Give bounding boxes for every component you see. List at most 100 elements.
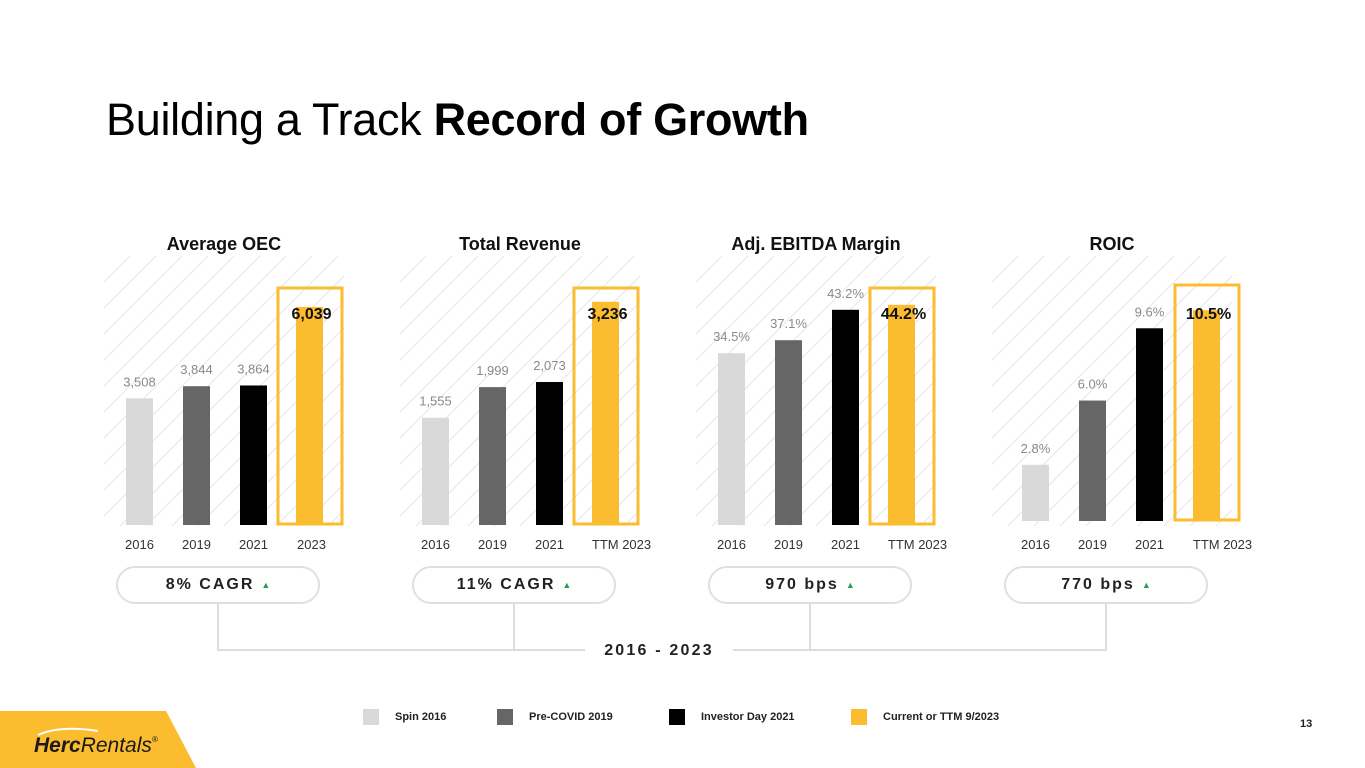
up-triangle-icon: ▲ (1141, 580, 1151, 590)
herc-rentals-logo: HercRentals® (0, 711, 196, 768)
hatch-line (815, 405, 936, 526)
hatch-line (104, 256, 287, 439)
hatch-line (104, 256, 131, 283)
tick-label: 2016 (717, 537, 746, 552)
tick-label: 2016 (421, 537, 450, 552)
bar-2021 (1136, 328, 1163, 521)
bar-ttm-2023 (592, 301, 619, 525)
tick-label: TTM 2023 (1193, 537, 1252, 552)
legend-swatch (669, 709, 685, 725)
legend-item-spin: Spin 2016 (363, 709, 446, 725)
bar-2021 (832, 309, 859, 525)
data-label: 3,508 (123, 374, 156, 389)
bar-2019 (479, 387, 506, 525)
hatch-line (1346, 256, 1365, 526)
data-label: 6,039 (291, 306, 331, 323)
data-label: 1,555 (419, 394, 452, 409)
hatch-line (1268, 256, 1365, 526)
data-label: 44.2% (881, 306, 926, 323)
growth-value: 11% CAGR (456, 576, 556, 593)
hatch-line (992, 256, 1071, 335)
hatch-line (696, 256, 749, 309)
chart-title-oec: Average OEC (167, 234, 281, 254)
up-triangle-icon: ▲ (261, 580, 271, 590)
bar-2016 (718, 353, 745, 525)
data-label: 43.2% (827, 286, 864, 301)
data-label: 37.1% (770, 316, 807, 331)
hatch-line (696, 256, 853, 413)
data-label: 3,236 (587, 306, 627, 323)
hatch-line (400, 256, 557, 413)
tick-label: 2023 (297, 537, 326, 552)
hatch-line (992, 256, 1201, 465)
hatch-line (400, 256, 453, 309)
tick-label: 2019 (1078, 537, 1107, 552)
hatch-line (992, 256, 1123, 387)
hatch-line (400, 256, 531, 387)
bar-2016 (126, 398, 153, 525)
hatch-line (1137, 431, 1232, 526)
bar-ttm-2023 (888, 304, 915, 525)
hatch-line (249, 431, 344, 526)
tick-label: 2019 (478, 537, 507, 552)
hatch-line (104, 256, 183, 335)
tick-label: 2021 (535, 537, 564, 552)
hatch-line (992, 256, 1175, 439)
hatch-line (104, 256, 235, 387)
hatch-line (1085, 379, 1232, 526)
hatch-line (400, 256, 609, 465)
chart-title-revenue: Total Revenue (459, 234, 581, 254)
logo-bold: Herc (34, 734, 81, 757)
legend-label: Investor Day 2021 (701, 711, 795, 723)
tick-label: 2021 (831, 537, 860, 552)
hatch-line (841, 431, 936, 526)
bar-2016 (422, 417, 449, 525)
up-triangle-icon: ▲ (845, 580, 855, 590)
hatch-line (1320, 256, 1365, 526)
bar-2023 (296, 306, 323, 525)
tick-label: 2019 (774, 537, 803, 552)
legend-swatch (363, 709, 379, 725)
growth-pill-ebitda: 970 bps ▲ (708, 566, 912, 604)
growth-value: 8% CAGR (165, 576, 255, 593)
chart-title-roic: ROIC (1090, 234, 1135, 254)
hatch-line (519, 405, 640, 526)
hatch-line (696, 256, 775, 335)
bar-2019 (1079, 400, 1106, 521)
period-label: 2016 - 2023 (590, 642, 728, 660)
connector-line (217, 604, 585, 651)
hatch-line (992, 256, 1149, 413)
data-label: 2.8% (1021, 441, 1051, 456)
hatch-line (104, 256, 313, 465)
bar-2019 (775, 340, 802, 525)
data-label: 6.0% (1078, 377, 1108, 392)
hatch-line (545, 431, 640, 526)
hatch-line (400, 256, 583, 439)
data-label: 2,073 (533, 358, 566, 373)
hatch-line (992, 256, 1045, 309)
growth-value: 970 bps (765, 576, 839, 593)
registered-mark: ® (152, 735, 158, 744)
tick-label: 2019 (182, 537, 211, 552)
svg-text:HercRentals®: HercRentals® (34, 734, 158, 757)
legend-swatch (497, 709, 513, 725)
data-label: 10.5% (1186, 306, 1231, 323)
hatch-line (1294, 256, 1365, 526)
slide-title: Building a Track Record of Growth (106, 94, 809, 146)
growth-value: 770 bps (1061, 576, 1135, 593)
data-label: 1,999 (476, 363, 509, 378)
legend-label: Pre-COVID 2019 (529, 711, 613, 723)
hatch-line (104, 256, 157, 309)
legend-label: Current or TTM 9/2023 (883, 711, 1000, 723)
hatch-line (992, 256, 1227, 491)
growth-pill-roic: 770 bps ▲ (1004, 566, 1208, 604)
bar-ttm-2023 (1193, 310, 1220, 521)
tick-label: 2021 (1135, 537, 1164, 552)
title-regular: Building a Track (106, 94, 422, 145)
title-bold: Record of Growth (433, 94, 810, 145)
growth-pill-revenue: 11% CAGR ▲ (412, 566, 616, 604)
hatch-background-revenue (400, 256, 640, 526)
tick-label: 2016 (1021, 537, 1050, 552)
hatch-line (400, 256, 505, 361)
